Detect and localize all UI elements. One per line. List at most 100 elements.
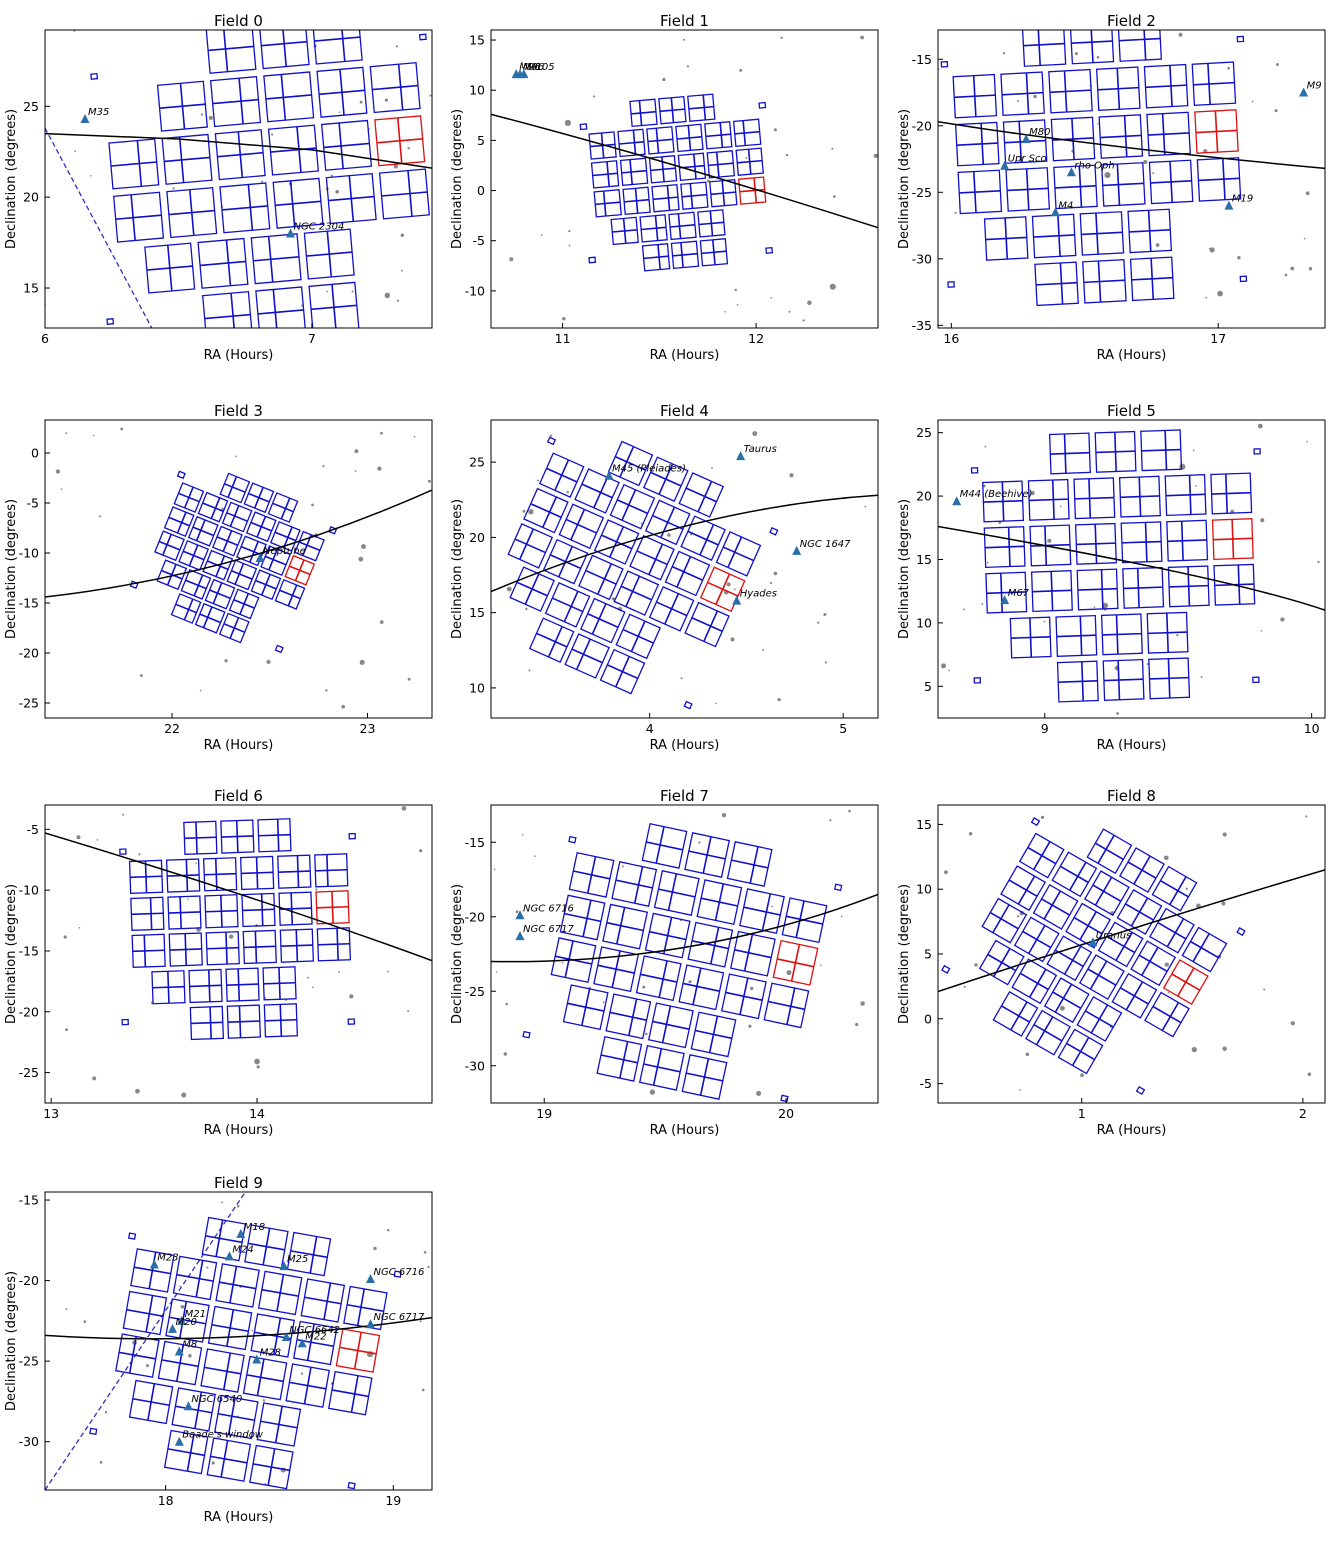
background-star	[99, 1461, 103, 1464]
ccd-chip	[983, 526, 1026, 569]
ccd-chip	[200, 1348, 245, 1393]
background-star	[829, 283, 836, 290]
ccd-chip	[1021, 30, 1067, 67]
panel-field-2: M9 M80 Upr Sco rho Oph M4 M19 16 17 -35 -30 -25 -20…	[897, 12, 1326, 363]
ccd-chip	[239, 855, 275, 891]
ccd-chip	[593, 946, 640, 993]
ecliptic-line	[45, 1316, 432, 1340]
ccd-chip	[151, 970, 186, 1005]
ccd-chip	[646, 126, 675, 155]
guide-chip	[546, 436, 557, 446]
background-star	[642, 985, 646, 989]
background-star	[236, 1204, 240, 1208]
background-star	[400, 233, 404, 237]
object-marker: Hyades	[732, 589, 777, 605]
ccd-chip	[1053, 164, 1098, 210]
ccd-chip	[286, 1231, 332, 1277]
background-star	[522, 509, 526, 513]
ccd-chip-highlight	[699, 566, 746, 613]
object-label: M24	[232, 1244, 253, 1255]
background-star	[986, 561, 989, 564]
background-star	[1260, 518, 1265, 523]
background-star	[706, 179, 710, 183]
background-star	[358, 556, 364, 562]
ecliptic-line	[45, 489, 432, 598]
ccd-chip-highlight	[1194, 109, 1239, 154]
y-tick-label: 25	[23, 99, 39, 114]
ccd-chip	[1095, 66, 1141, 112]
object-label: M20	[176, 1317, 197, 1328]
guide-chip	[758, 101, 767, 109]
object-label: M23	[157, 1253, 178, 1264]
background-star	[736, 303, 739, 306]
ccd-chip	[263, 1003, 299, 1038]
ccd-chip	[658, 95, 687, 125]
ccd-chip	[242, 929, 277, 965]
ccd-chip	[1116, 888, 1163, 935]
object-label: M19	[1232, 194, 1253, 205]
y-tick-label: 15	[469, 605, 485, 620]
background-star	[261, 180, 263, 183]
y-tick-label: -5	[920, 1076, 932, 1091]
y-tick-label: -15	[19, 596, 39, 611]
plot-area: NGC 6716 NGC 6717	[491, 809, 878, 1103]
y-tick-label: -20	[19, 1004, 39, 1019]
ccd-chip-highlight	[1162, 959, 1209, 1005]
triangle-marker-icon	[366, 1274, 375, 1283]
x-tick-label: 19	[385, 1493, 401, 1508]
axes-frame	[44, 419, 433, 719]
ccd-chip	[1032, 883, 1079, 930]
background-star	[235, 455, 238, 458]
ccd-chip	[1167, 565, 1210, 608]
y-tick-label: -10	[19, 883, 39, 898]
x-tick-label: 14	[249, 1106, 265, 1121]
guide-chip	[1236, 35, 1245, 43]
y-tick-label: 15	[469, 33, 485, 48]
background-star	[528, 509, 534, 515]
ccd-chip	[678, 472, 725, 518]
ccd-chip	[163, 1429, 209, 1475]
x-tick-label: 7	[308, 331, 316, 346]
object-marker: NGC 6716	[366, 1267, 424, 1283]
background-star	[359, 100, 363, 104]
ccd-chip	[670, 240, 700, 270]
ccd-chip	[651, 183, 680, 213]
ccd-chip	[1078, 954, 1125, 1000]
ccd-chip	[559, 894, 606, 941]
background-star	[76, 835, 81, 840]
ccd-chip	[108, 138, 160, 190]
y-tick-label: -25	[912, 185, 932, 200]
x-tick-label: 19	[536, 1106, 552, 1121]
ccd-chip	[194, 602, 226, 634]
y-tick-label: 10	[916, 615, 932, 630]
background-star	[270, 133, 274, 136]
background-star	[401, 269, 403, 272]
background-star	[195, 862, 197, 865]
background-star	[984, 445, 987, 448]
background-star	[948, 669, 950, 672]
background-star	[1205, 296, 1207, 299]
background-star	[1167, 991, 1170, 994]
background-star	[1308, 266, 1313, 271]
background-star	[688, 980, 692, 984]
ccd-chip	[605, 993, 652, 1040]
ccd-chip	[220, 819, 255, 854]
plot-area: M9 M80 Upr Sco rho Oph M4 M19	[938, 30, 1325, 307]
background-star	[769, 581, 773, 585]
ccd-chip	[1144, 991, 1190, 1038]
ccd-chip	[732, 118, 762, 148]
ccd-chip	[1000, 865, 1047, 912]
ccd-chip	[982, 480, 1025, 523]
background-star	[1080, 1073, 1084, 1078]
background-star	[1143, 160, 1148, 164]
ccd-chip	[687, 93, 716, 122]
ccd-chip	[507, 523, 554, 569]
background-star	[1284, 273, 1288, 277]
ccd-chip	[1048, 432, 1091, 475]
ccd-chip	[263, 71, 315, 123]
background-star	[359, 659, 365, 665]
guide-chip	[579, 123, 588, 131]
ccd-chip	[1009, 616, 1052, 659]
triangle-marker-icon	[236, 1228, 246, 1238]
plot-area: M35 NGC 2304	[45, 30, 432, 328]
